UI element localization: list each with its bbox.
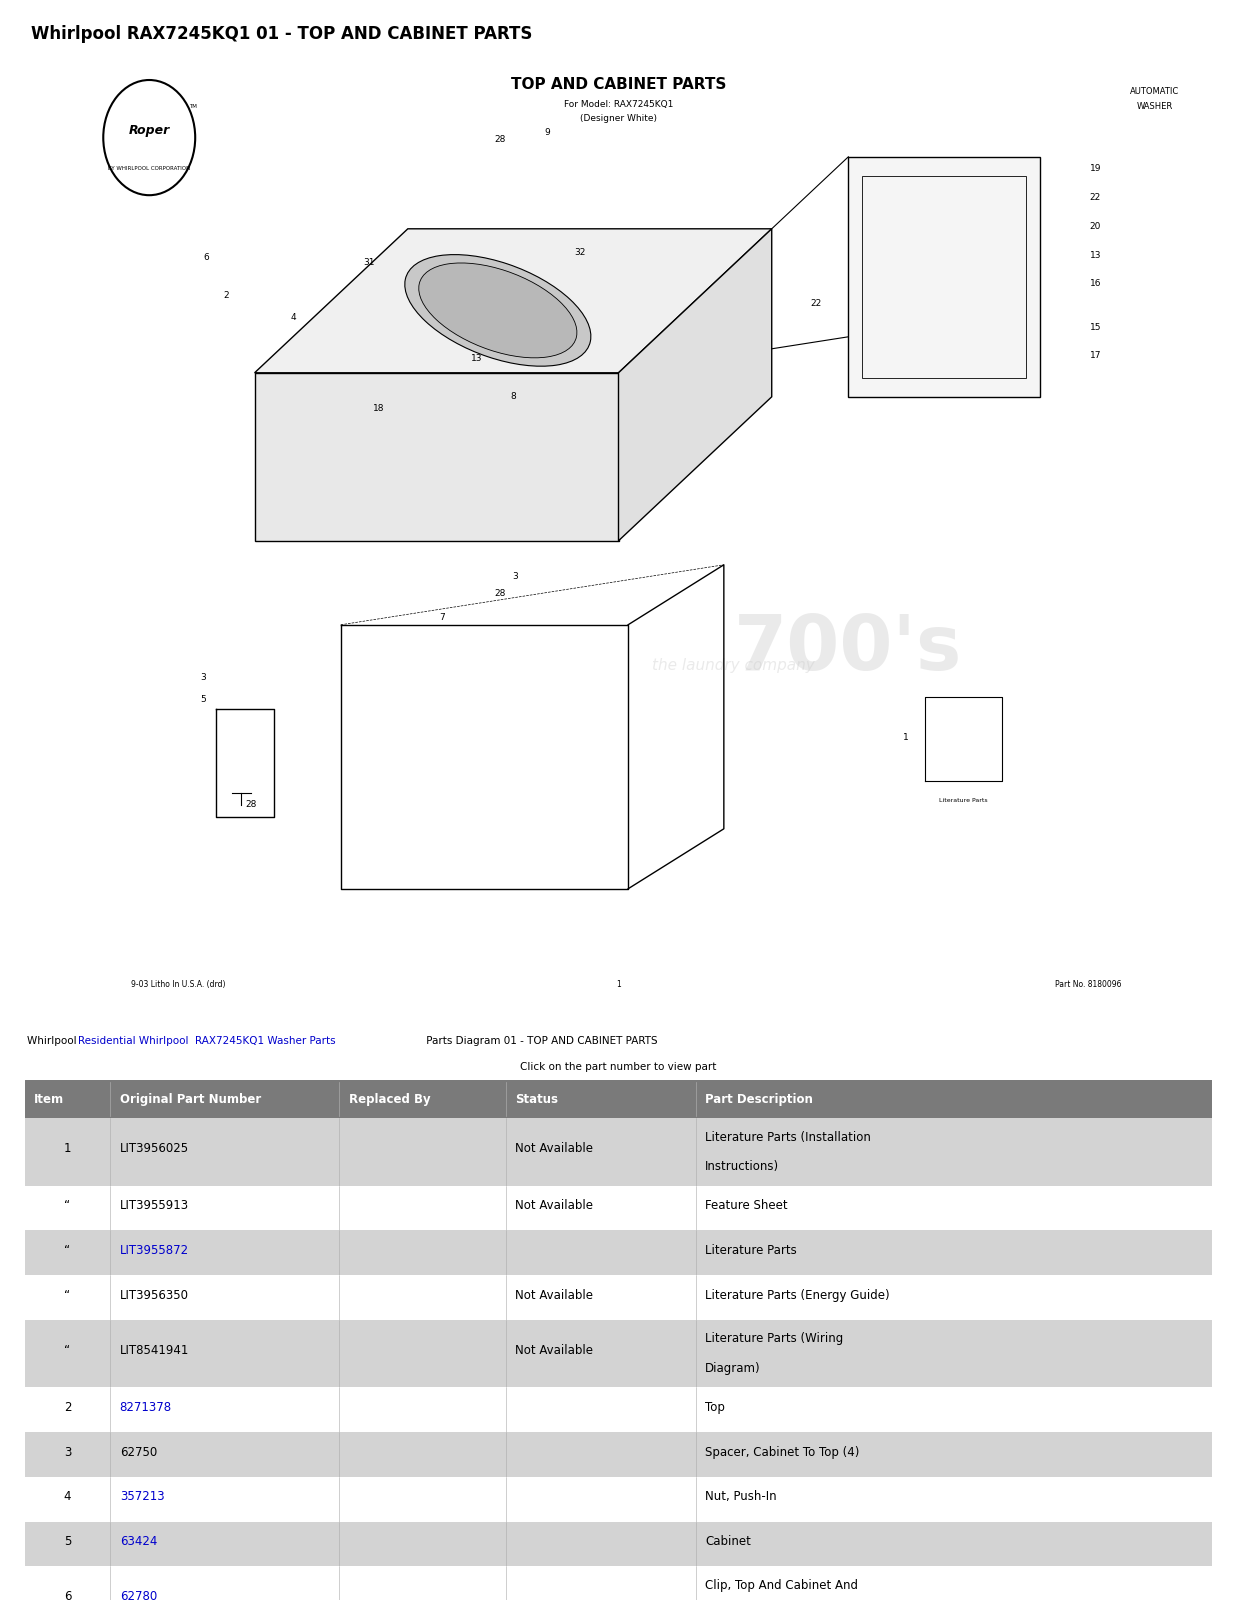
Text: Nut, Push-In: Nut, Push-In — [705, 1491, 777, 1504]
Polygon shape — [255, 229, 772, 373]
Text: Parts Diagram 01 - TOP AND CABINET PARTS: Parts Diagram 01 - TOP AND CABINET PARTS — [423, 1037, 657, 1046]
Text: 62750: 62750 — [120, 1446, 157, 1459]
Text: 700's: 700's — [390, 288, 617, 362]
Text: 20: 20 — [1090, 222, 1101, 230]
Text: Whirlpool: Whirlpool — [27, 1037, 80, 1046]
Text: For Model: RAX7245KQ1: For Model: RAX7245KQ1 — [564, 99, 673, 109]
Text: 22: 22 — [810, 299, 821, 307]
Text: “: “ — [64, 1290, 71, 1302]
Text: 2: 2 — [223, 291, 229, 301]
Text: Part No. 8180096: Part No. 8180096 — [1054, 981, 1121, 989]
Text: Literature Parts: Literature Parts — [939, 797, 987, 803]
Text: 3: 3 — [512, 573, 518, 581]
Text: 28: 28 — [245, 800, 256, 810]
Text: Item: Item — [35, 1093, 64, 1106]
Text: LIT3955913: LIT3955913 — [120, 1200, 189, 1213]
Text: “: “ — [64, 1344, 71, 1357]
Text: 28: 28 — [494, 589, 506, 598]
Text: Original Part Number: Original Part Number — [120, 1093, 261, 1106]
Text: 4: 4 — [64, 1491, 72, 1504]
Text: Feature Sheet: Feature Sheet — [705, 1200, 788, 1213]
Text: 9: 9 — [544, 128, 550, 138]
Text: LIT3956350: LIT3956350 — [120, 1290, 189, 1302]
Text: Part Description: Part Description — [705, 1093, 813, 1106]
Text: 17: 17 — [1090, 352, 1101, 360]
Text: 9-03 Litho In U.S.A. (drd): 9-03 Litho In U.S.A. (drd) — [131, 981, 225, 989]
Polygon shape — [618, 229, 772, 541]
Text: 2: 2 — [64, 1402, 72, 1414]
Text: Top: Top — [705, 1402, 725, 1414]
Text: the laundry company: the laundry company — [388, 344, 580, 363]
Text: Clip, Top And Cabinet And: Clip, Top And Cabinet And — [705, 1579, 858, 1592]
Text: 1: 1 — [64, 1142, 72, 1155]
Text: Diagram): Diagram) — [705, 1362, 761, 1374]
Text: 28: 28 — [494, 136, 506, 144]
Text: 31: 31 — [364, 258, 375, 267]
Text: 62780: 62780 — [120, 1590, 157, 1600]
Polygon shape — [255, 373, 618, 541]
Text: 16: 16 — [1090, 280, 1101, 288]
Text: Literature Parts (Installation: Literature Parts (Installation — [705, 1131, 871, 1144]
Text: 22: 22 — [1090, 194, 1101, 202]
Text: 32: 32 — [574, 248, 586, 258]
Text: AUTOMATIC: AUTOMATIC — [1131, 88, 1179, 96]
Text: Literature Parts (Wiring: Literature Parts (Wiring — [705, 1333, 844, 1346]
Text: 357213: 357213 — [120, 1491, 165, 1504]
Text: Not Available: Not Available — [515, 1142, 594, 1155]
Text: 6: 6 — [64, 1590, 72, 1600]
Text: LIT3955872: LIT3955872 — [120, 1245, 189, 1258]
Text: Whirlpool RAX7245KQ1 01 - TOP AND CABINET PARTS: Whirlpool RAX7245KQ1 01 - TOP AND CABINE… — [31, 24, 532, 43]
Text: 7: 7 — [439, 613, 445, 622]
Text: 13: 13 — [1090, 251, 1101, 259]
Text: LIT3956025: LIT3956025 — [120, 1142, 189, 1155]
Text: 8: 8 — [511, 392, 516, 402]
Text: 63424: 63424 — [120, 1536, 157, 1549]
Text: “: “ — [64, 1245, 71, 1258]
Text: Status: Status — [515, 1093, 558, 1106]
Text: LIT8541941: LIT8541941 — [120, 1344, 189, 1357]
Text: 3: 3 — [200, 674, 205, 682]
Ellipse shape — [404, 254, 591, 366]
Text: 19: 19 — [1090, 165, 1101, 173]
Text: Cabinet: Cabinet — [705, 1536, 751, 1549]
Text: 15: 15 — [1090, 323, 1101, 331]
Text: 5: 5 — [200, 694, 205, 704]
Text: 4: 4 — [291, 314, 296, 322]
Polygon shape — [849, 157, 1040, 397]
Text: Not Available: Not Available — [515, 1290, 594, 1302]
Text: 6: 6 — [204, 253, 209, 262]
Text: Spacer, Cabinet To Top (4): Spacer, Cabinet To Top (4) — [705, 1446, 860, 1459]
Text: Literature Parts (Energy Guide): Literature Parts (Energy Guide) — [705, 1290, 889, 1302]
Text: Click on the part number to view part: Click on the part number to view part — [521, 1062, 716, 1072]
Text: 18: 18 — [374, 405, 385, 413]
Text: 8271378: 8271378 — [120, 1402, 172, 1414]
Text: “: “ — [64, 1200, 71, 1213]
Text: 5: 5 — [64, 1536, 72, 1549]
Ellipse shape — [419, 262, 576, 358]
Text: Instructions): Instructions) — [705, 1160, 779, 1173]
Text: TOP AND CABINET PARTS: TOP AND CABINET PARTS — [511, 77, 726, 93]
Text: WASHER: WASHER — [1137, 102, 1173, 110]
Text: BY WHIRLPOOL CORPORATION: BY WHIRLPOOL CORPORATION — [108, 166, 190, 171]
Text: Roper: Roper — [129, 123, 169, 138]
Text: Not Available: Not Available — [515, 1200, 594, 1213]
Text: 13: 13 — [471, 354, 482, 363]
Text: 1: 1 — [903, 733, 909, 742]
Text: Replaced By: Replaced By — [349, 1093, 430, 1106]
Text: 3: 3 — [64, 1446, 72, 1459]
Text: Not Available: Not Available — [515, 1344, 594, 1357]
Text: 700's: 700's — [734, 611, 962, 686]
Text: the laundry company: the laundry company — [652, 658, 815, 674]
Text: Literature Parts: Literature Parts — [705, 1245, 797, 1258]
Text: (Designer White): (Designer White) — [580, 114, 657, 123]
Text: 1: 1 — [616, 981, 621, 989]
Text: TM: TM — [189, 104, 197, 109]
Text: Residential Whirlpool  RAX7245KQ1 Washer Parts: Residential Whirlpool RAX7245KQ1 Washer … — [78, 1037, 335, 1046]
